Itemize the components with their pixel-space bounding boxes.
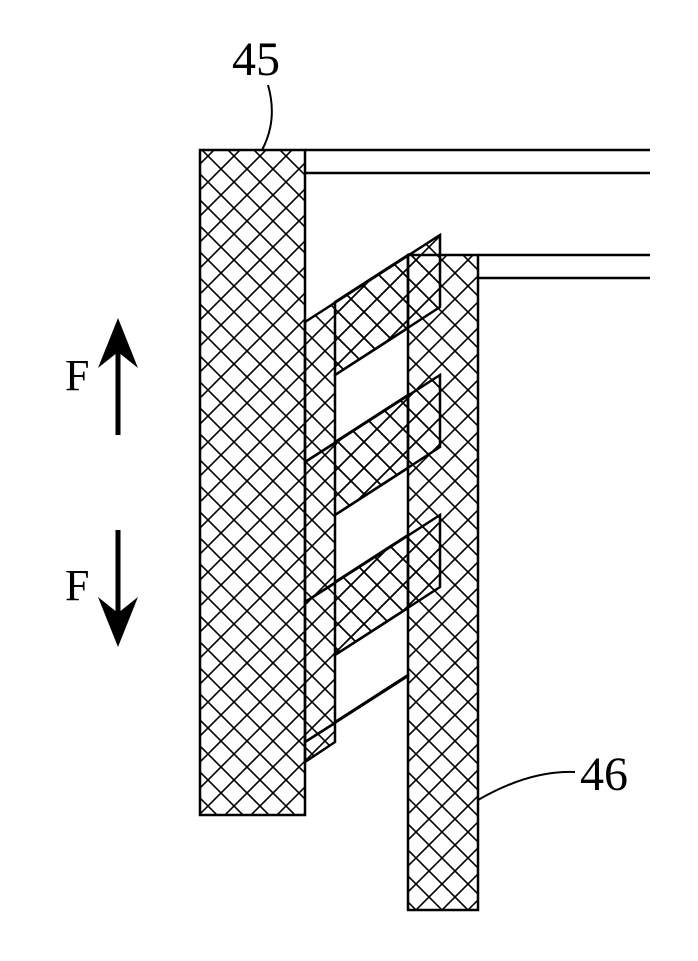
label-46: 46 [580,748,628,801]
label-45: 45 [232,33,280,86]
label-F-down: F [65,561,89,610]
cross-section-diagram: F F 45 46 [0,0,698,961]
force-arrows: F F [65,318,138,647]
label-F-up: F [65,351,89,400]
part-45 [200,150,440,815]
